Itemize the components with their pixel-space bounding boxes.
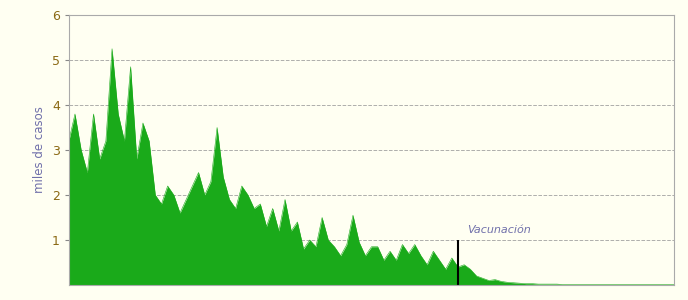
Text: Vacunación: Vacunación [467, 225, 531, 235]
Y-axis label: miles de casos: miles de casos [33, 106, 46, 194]
